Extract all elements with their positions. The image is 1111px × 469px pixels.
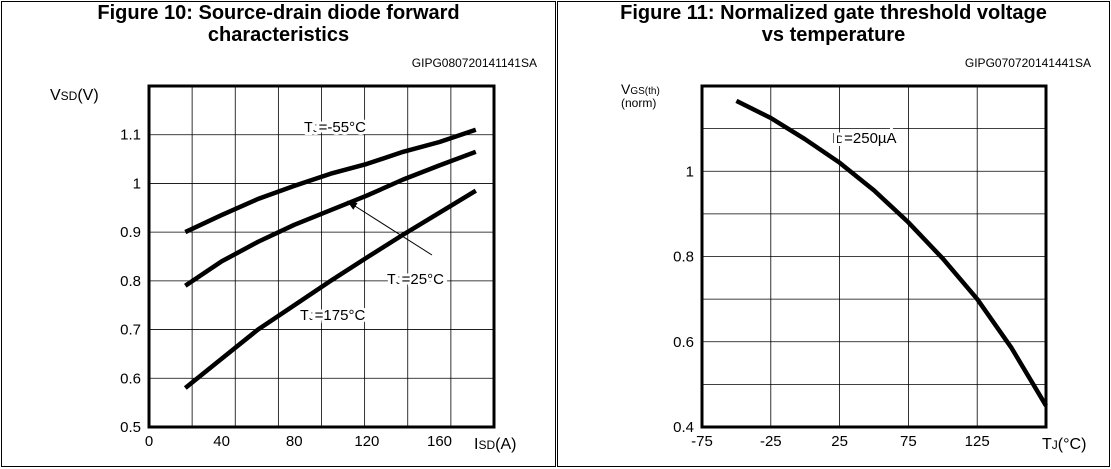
- annotation-label: TJ=-55°C: [304, 119, 366, 136]
- y-tick-label: 0.9: [120, 224, 141, 241]
- y-tick-label: 0.6: [673, 334, 694, 351]
- x-tick-label: 25: [831, 433, 848, 450]
- x-tick-label: -75: [691, 433, 713, 450]
- y-tick-label: 1: [133, 175, 141, 192]
- figure-11-title-line2: vs temperature: [761, 24, 906, 46]
- figure-10-title: Figure 10: Source-drain diode forward ch…: [2, 2, 555, 46]
- figure-11-code: GIPG070720141441SA: [964, 56, 1091, 70]
- annotation-label: TJ=25°C: [387, 271, 444, 288]
- x-tick-label: 40: [213, 433, 230, 450]
- y-tick-label: 0.5: [120, 419, 141, 436]
- figure-10-panel: Figure 10: Source-drain diode forward ch…: [1, 1, 556, 467]
- x-tick-label: 120: [354, 433, 379, 450]
- y-tick-label: 0.7: [120, 322, 141, 339]
- x-tick-label: 160: [427, 433, 452, 450]
- series-line-3: [183, 188, 477, 390]
- plot-frame: [147, 84, 496, 429]
- series-line-1: [184, 127, 477, 235]
- figure-10-plot: 0.5 0.6 0.7 0.8 0.9 1 1.1 0 40 80 120 160 VSD(V) ISD(…: [50, 84, 516, 453]
- y-tick-label: 0.8: [120, 273, 141, 290]
- y-tick-label: 0.6: [120, 370, 141, 387]
- y-axis-label: VSD(V): [50, 87, 99, 104]
- y-tick-label: 0.4: [673, 419, 694, 436]
- y-tick-label: 1.1: [120, 127, 141, 144]
- figure-10-title-line1: Figure 10: Source-drain diode forward: [97, 2, 460, 24]
- figure-11-panel: Figure 11: Normalized gate threshold vol…: [557, 1, 1110, 467]
- x-tick-label: 75: [900, 433, 917, 450]
- y-tick-label: 0.8: [673, 249, 694, 266]
- y-axis-label-line2: (norm): [621, 96, 656, 110]
- series-line-1: [735, 98, 1048, 407]
- annotation-label: ID=250µA: [832, 130, 897, 147]
- figure-11-title-line1: Figure 11: Normalized gate threshold vol…: [620, 2, 1047, 24]
- figure-11-plot: 0.4 0.6 0.8 1 -75 -25 25 75 125 VGS(th)(norm) TJ(°…: [621, 81, 1086, 453]
- x-tick-label: 125: [965, 433, 990, 450]
- annotation-arrow-line: [346, 200, 433, 256]
- series-line-2: [184, 149, 477, 288]
- x-tick-label: 0: [145, 433, 153, 450]
- x-axis-label: ISD(A): [474, 436, 516, 453]
- figure-11-title: Figure 11: Normalized gate threshold vol…: [558, 2, 1109, 46]
- y-tick-label: 1: [686, 163, 694, 180]
- plot-frame: [700, 84, 1048, 429]
- figure-10-code: GIPG080720141141SA: [411, 56, 537, 70]
- x-tick-label: -25: [760, 433, 782, 450]
- x-axis-label: TJ(°C): [1042, 436, 1086, 453]
- y-axis-label: VGS(th): [621, 81, 660, 97]
- x-tick-label: 80: [286, 433, 303, 450]
- figure-10-title-line2: characteristics: [207, 24, 350, 46]
- annotation-label: TJ=175°C: [300, 307, 365, 324]
- annotation-arrow-head: [347, 201, 358, 210]
